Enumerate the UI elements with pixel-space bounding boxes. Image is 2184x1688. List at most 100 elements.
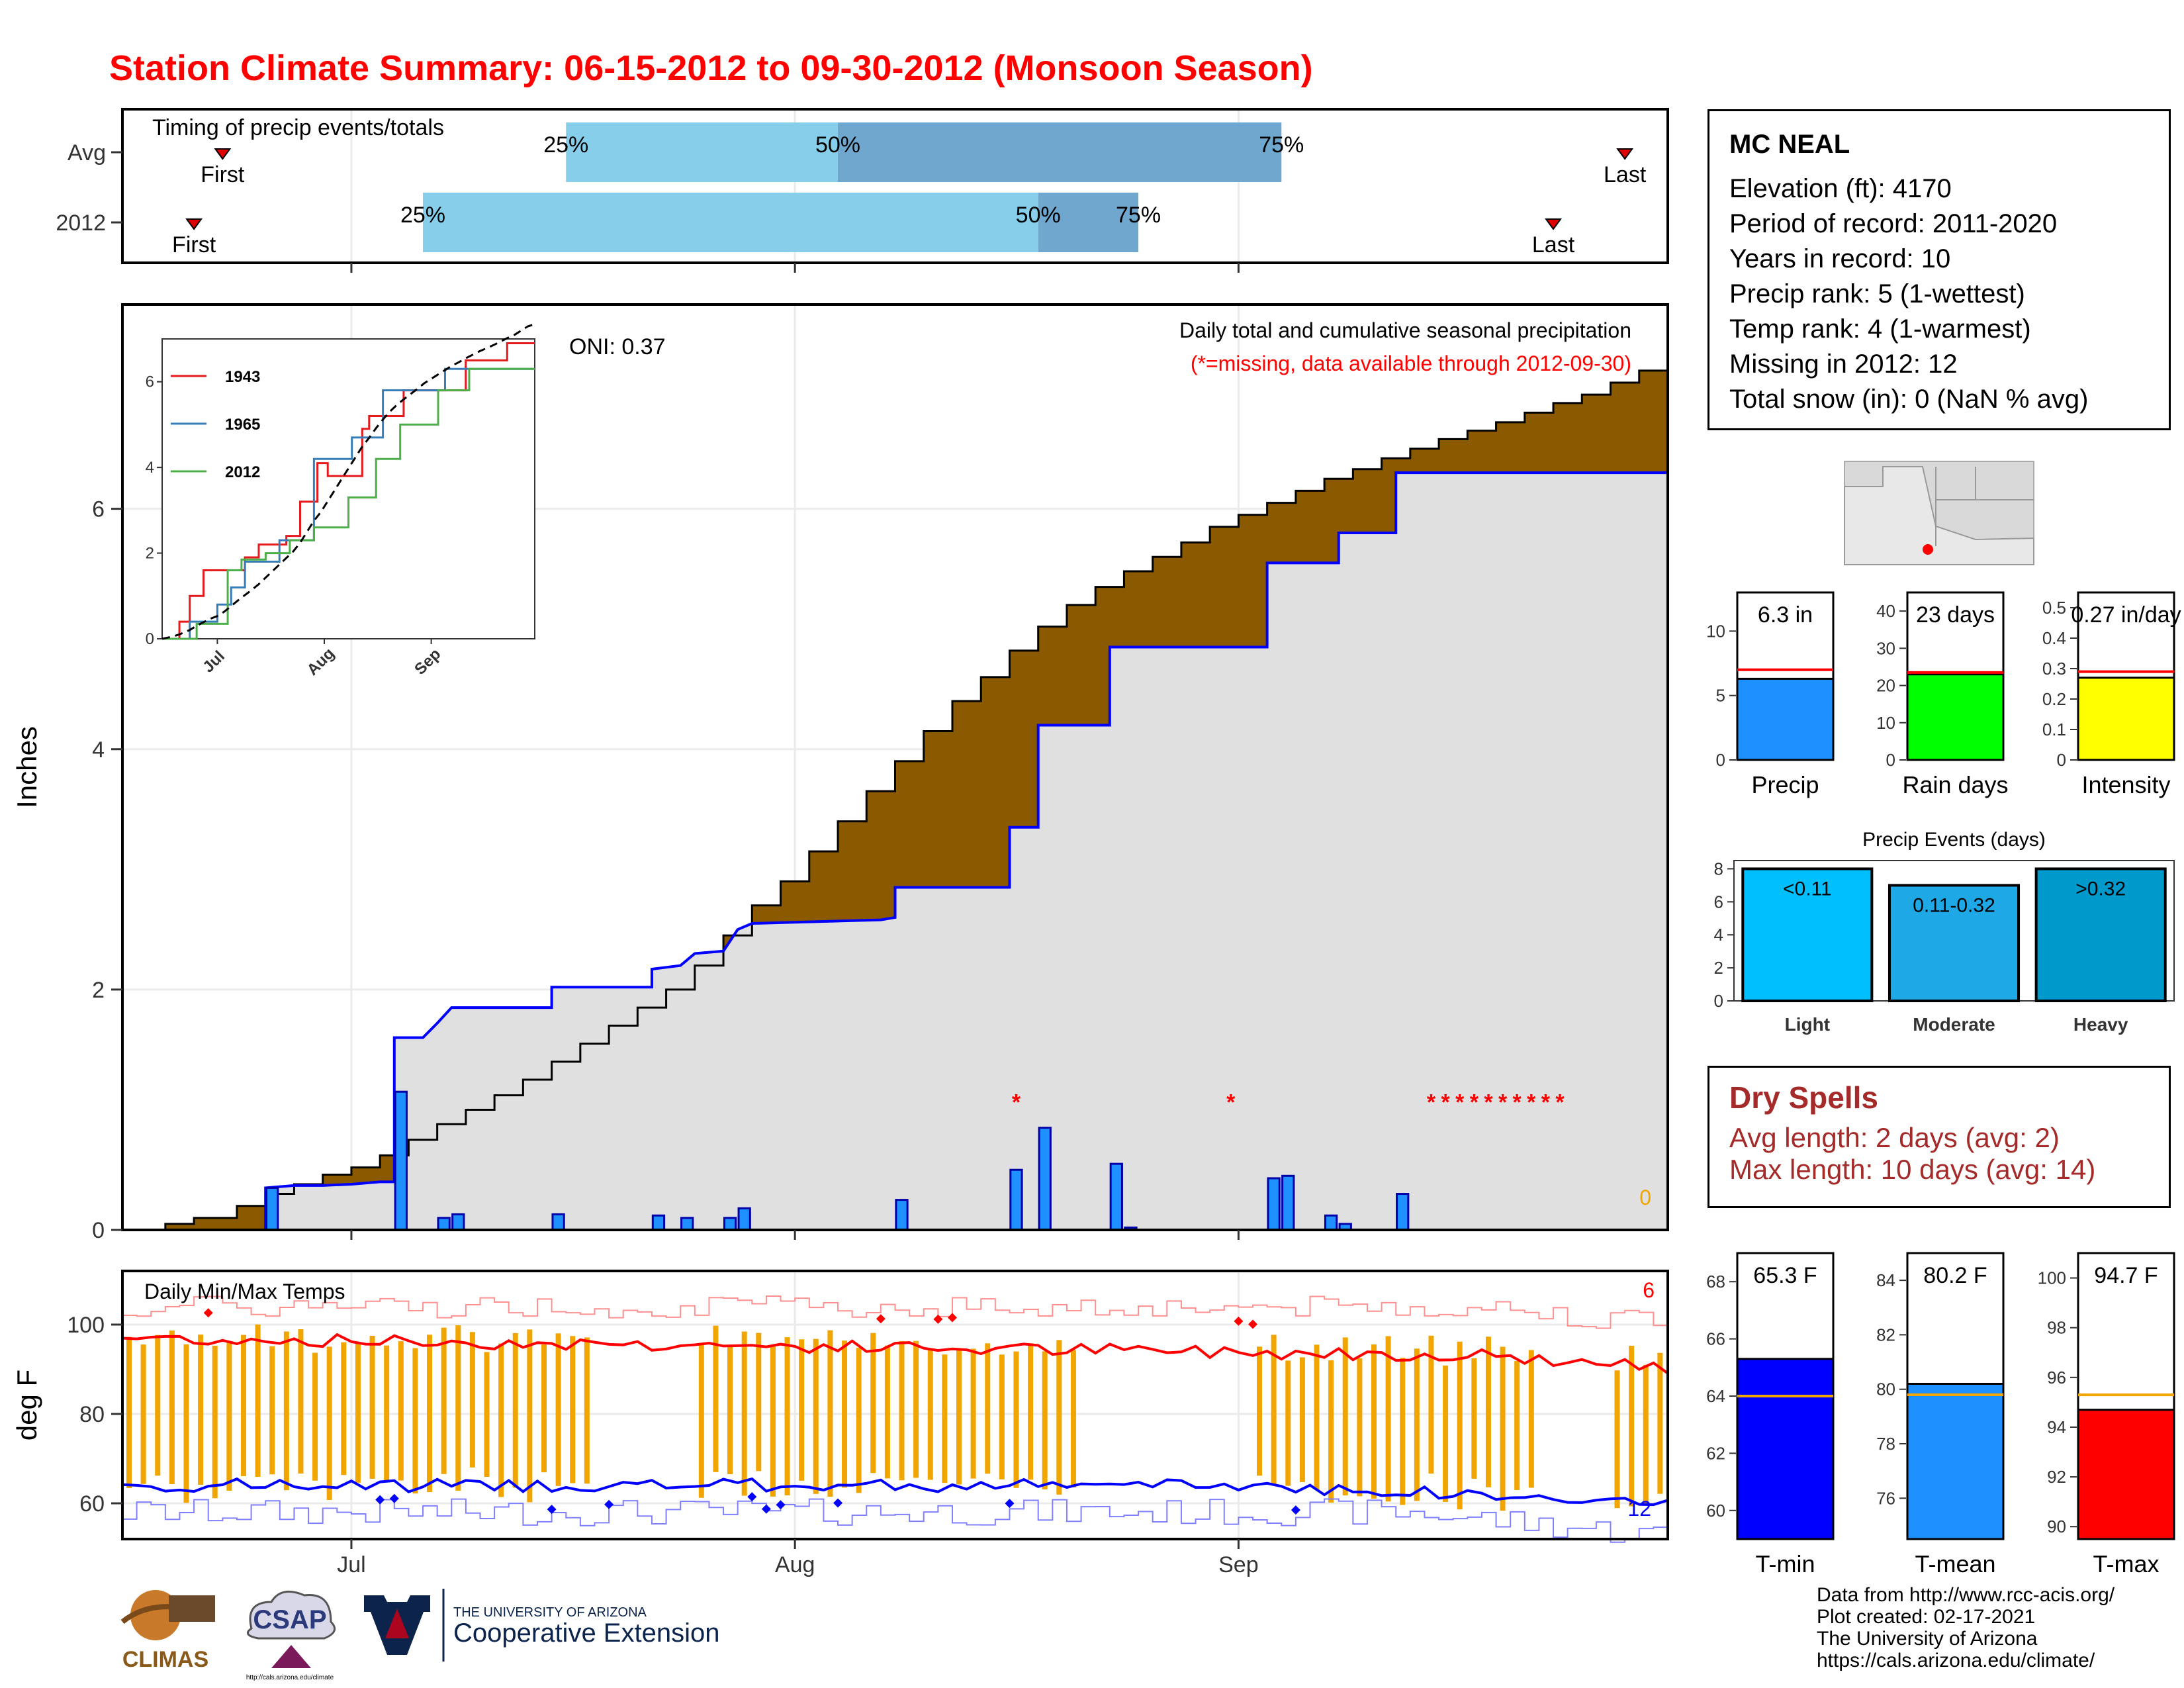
deficit-fill <box>766 905 774 924</box>
temp-y-tick-label: 60 <box>79 1491 105 1517</box>
record-high-marker <box>1234 1316 1244 1326</box>
daily-temp-bar <box>584 1337 590 1484</box>
station-info-box: MC NEAL Elevation (ft): 4170 Period of r… <box>1707 109 2171 430</box>
missing-marker: * <box>1484 1090 1493 1115</box>
deficit-fill <box>1274 502 1282 563</box>
daily-temp-bar <box>713 1325 719 1472</box>
temp-x-tick-label: Sep <box>1218 1552 1259 1577</box>
events-y-tick-label: 4 <box>1714 925 1723 945</box>
deficit-fill <box>823 851 831 924</box>
temp-chart-title: Daily Min/Max Temps <box>144 1280 345 1303</box>
station-years: Years in record: 10 <box>1729 244 1951 273</box>
deficit-fill <box>831 851 839 924</box>
deficit-fill <box>959 701 968 888</box>
events-y-tick-label: 2 <box>1714 958 1723 978</box>
deficit-fill <box>909 761 917 888</box>
summary-bar <box>2077 677 2175 761</box>
daily-temp-bar <box>1342 1337 1348 1496</box>
inset-frame <box>161 338 535 639</box>
dry-spells-max: Max length: 10 days (avg: 14) <box>1729 1154 2096 1185</box>
daily-temp-bar <box>741 1331 747 1496</box>
deficit-fill <box>1381 458 1390 533</box>
deficit-fill <box>1109 586 1118 647</box>
record-high-line <box>122 1295 1668 1329</box>
daily-temp-bar <box>183 1344 189 1503</box>
summary-value-label: 65.3 F <box>1753 1263 1817 1288</box>
timing-marker-label: Last <box>1604 162 1647 187</box>
timing-q25-label: 25% <box>400 203 445 228</box>
deficit-fill <box>358 1167 367 1185</box>
summary-y-tick-label: 80 <box>1876 1380 1895 1399</box>
daily-temp-bar <box>527 1329 533 1503</box>
daily-temp-bar <box>255 1324 261 1477</box>
daily-temp-bar <box>198 1335 204 1485</box>
deficit-fill <box>1167 557 1175 647</box>
deficit-fill <box>880 791 889 920</box>
record-low-marker <box>761 1504 771 1514</box>
timing-marker-label: Last <box>1532 232 1575 258</box>
deficit-fill <box>931 731 938 888</box>
missing-marker: * <box>1470 1090 1479 1115</box>
deficit-fill <box>165 1223 173 1230</box>
deficit-fill <box>1045 626 1053 726</box>
inset-avg-line <box>161 323 535 640</box>
climas-logo-text: CLIMAS <box>122 1647 208 1672</box>
daily-temp-bar <box>326 1346 332 1500</box>
deficit-fill <box>1503 422 1511 473</box>
deficit-fill <box>1481 430 1490 473</box>
mean-high-line <box>122 1333 1669 1375</box>
record-low-marker <box>1005 1499 1015 1509</box>
ua-logo: THE UNIVERSITY OF ARIZONA Cooperative Ex… <box>364 1589 719 1662</box>
ua-logo-top: THE UNIVERSITY OF ARIZONA <box>453 1605 647 1620</box>
precip-chart-title: Daily total and cumulative seasonal prec… <box>1179 318 1631 342</box>
summary-y-tick-label: 82 <box>1876 1325 1895 1344</box>
record-low-marker <box>389 1493 399 1503</box>
summary-panel-label: Intensity <box>2081 771 2170 798</box>
timing-marker <box>1616 148 1634 160</box>
inset-y-tick-label: 4 <box>146 459 154 477</box>
deficit-fill <box>1646 370 1654 473</box>
daily-temp-bar <box>469 1332 475 1468</box>
deficit-fill <box>1445 439 1454 473</box>
daily-temp-bar <box>1528 1350 1534 1488</box>
deficit-fill <box>1388 458 1396 533</box>
deficit-fill <box>1467 430 1475 473</box>
deficit-fill <box>1439 439 1447 473</box>
summary-y-tick-label: 0.5 <box>2042 598 2066 618</box>
deficit-fill <box>1302 491 1311 563</box>
summary-bar <box>1736 677 1835 761</box>
deficit-fill <box>1460 439 1468 473</box>
summary-y-tick-label: 0.2 <box>2042 689 2066 709</box>
deficit-fill <box>251 1205 259 1230</box>
precip-y-tick-label: 2 <box>92 978 105 1003</box>
deficit-fill <box>1338 479 1347 533</box>
inset-y-tick-label: 2 <box>146 545 154 563</box>
timing-row-label: 2012 <box>56 211 106 236</box>
footer-line: Plot created: 02-17-2021 <box>1817 1606 2036 1628</box>
summary-y-tick-label: 5 <box>1716 686 1725 706</box>
deficit-fill <box>795 881 803 924</box>
daily-temp-bar <box>842 1340 848 1488</box>
missing-marker: * <box>1541 1090 1551 1115</box>
deficit-fill <box>1017 650 1024 827</box>
precip-events-panel: Precip Events (days) <0.11 Light 0.11-0.32 M… <box>1714 829 2175 1035</box>
deficit-fill <box>1267 502 1275 563</box>
deficit-fill <box>759 905 767 924</box>
observed-cumulative-line <box>122 471 1668 1231</box>
summary-panel-label: T-mean <box>1915 1550 1995 1577</box>
deficit-fill <box>1661 370 1668 473</box>
daily-temp-bar <box>884 1345 890 1479</box>
summary-bar <box>2077 1409 2175 1540</box>
deficit-fill <box>1324 479 1332 563</box>
deficit-fill <box>1231 526 1239 647</box>
deficit-fill <box>258 1205 266 1230</box>
timing-q25-label: 25% <box>543 132 588 158</box>
deficit-fill <box>330 1174 338 1186</box>
deficit-fill <box>1024 650 1032 827</box>
daily-temp-bar <box>212 1345 218 1499</box>
deficit-fill <box>1195 542 1203 647</box>
deficit-fill <box>1138 571 1146 647</box>
deficit-fill <box>194 1217 202 1230</box>
summary-y-tick-label: 0 <box>1716 750 1725 770</box>
